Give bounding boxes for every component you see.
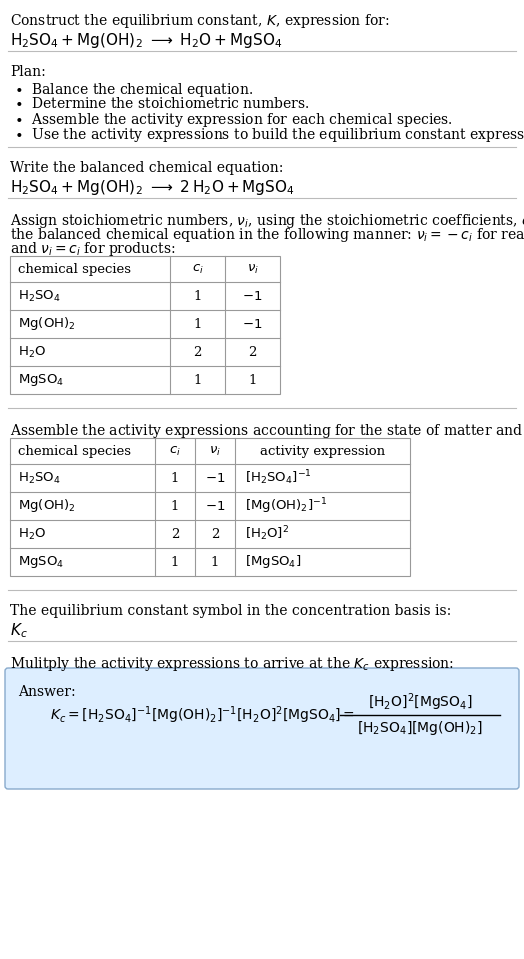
Text: $[\mathrm{MgSO_4}]$: $[\mathrm{MgSO_4}]$ (245, 553, 301, 571)
Text: 1: 1 (171, 555, 179, 569)
Text: $\mathrm{H_2SO_4}$: $\mathrm{H_2SO_4}$ (18, 471, 61, 485)
Text: $\bullet$  Determine the stoichiometric numbers.: $\bullet$ Determine the stoichiometric n… (14, 96, 310, 111)
Text: $\bullet$  Assemble the activity expression for each chemical species.: $\bullet$ Assemble the activity expressi… (14, 111, 453, 129)
Text: $\mathrm{H_2SO_4 + Mg(OH)_2\ \longrightarrow\ 2\,H_2O + MgSO_4}$: $\mathrm{H_2SO_4 + Mg(OH)_2\ \longrighta… (10, 178, 294, 197)
Text: $[\mathrm{H_2SO_4}][\mathrm{Mg(OH)_2}]$: $[\mathrm{H_2SO_4}][\mathrm{Mg(OH)_2}]$ (357, 719, 483, 737)
Text: 2: 2 (211, 527, 219, 541)
Text: $\mathrm{H_2O}$: $\mathrm{H_2O}$ (18, 344, 46, 360)
Bar (10, 438, 410, 576)
Text: activity expression: activity expression (260, 445, 385, 457)
Text: $-1$: $-1$ (205, 472, 225, 484)
Text: 2: 2 (248, 345, 257, 359)
Text: Write the balanced chemical equation:: Write the balanced chemical equation: (10, 161, 283, 175)
Text: $-1$: $-1$ (205, 500, 225, 512)
Text: $\mathrm{MgSO_4}$: $\mathrm{MgSO_4}$ (18, 372, 64, 388)
Bar (10, 256, 280, 394)
Text: $K_c$: $K_c$ (10, 621, 28, 640)
Text: $c_i$: $c_i$ (192, 263, 203, 275)
Text: chemical species: chemical species (18, 263, 131, 275)
Text: 1: 1 (171, 472, 179, 484)
Text: 1: 1 (193, 290, 202, 302)
Text: $\mathrm{H_2O}$: $\mathrm{H_2O}$ (18, 526, 46, 542)
Text: The equilibrium constant symbol in the concentration basis is:: The equilibrium constant symbol in the c… (10, 604, 451, 618)
Text: $\nu_i$: $\nu_i$ (209, 444, 221, 457)
Text: $\mathrm{H_2SO_4}$: $\mathrm{H_2SO_4}$ (18, 289, 61, 304)
Text: 1: 1 (211, 555, 219, 569)
Text: 2: 2 (171, 527, 179, 541)
Text: $K_c = [\mathrm{H_2SO_4}]^{-1}[\mathrm{Mg(OH)_2}]^{-1}[\mathrm{H_2O}]^{2}[\mathr: $K_c = [\mathrm{H_2SO_4}]^{-1}[\mathrm{M… (50, 704, 355, 726)
Text: $[\mathrm{H_2SO_4}]^{-1}$: $[\mathrm{H_2SO_4}]^{-1}$ (245, 469, 312, 487)
Text: $\mathrm{MgSO_4}$: $\mathrm{MgSO_4}$ (18, 554, 64, 570)
Text: 1: 1 (248, 373, 257, 386)
Text: $\bullet$  Balance the chemical equation.: $\bullet$ Balance the chemical equation. (14, 81, 253, 99)
Text: 1: 1 (193, 373, 202, 386)
Text: Assemble the activity expressions accounting for the state of matter and $\nu_i$: Assemble the activity expressions accoun… (10, 422, 524, 440)
Text: $-1$: $-1$ (242, 317, 263, 331)
Text: 1: 1 (171, 500, 179, 512)
Text: Mulitply the activity expressions to arrive at the $K_c$ expression:: Mulitply the activity expressions to arr… (10, 655, 454, 673)
Text: $\mathrm{Mg(OH)_2}$: $\mathrm{Mg(OH)_2}$ (18, 316, 75, 333)
Text: and $\nu_i = c_i$ for products:: and $\nu_i = c_i$ for products: (10, 240, 176, 258)
Text: Answer:: Answer: (18, 685, 75, 699)
Text: Plan:: Plan: (10, 65, 46, 79)
Text: $\nu_i$: $\nu_i$ (246, 263, 258, 275)
Text: the balanced chemical equation in the following manner: $\nu_i = -c_i$ for react: the balanced chemical equation in the fo… (10, 226, 524, 244)
Text: chemical species: chemical species (18, 445, 131, 457)
Text: Construct the equilibrium constant, $K$, expression for:: Construct the equilibrium constant, $K$,… (10, 12, 390, 30)
Text: $-1$: $-1$ (242, 290, 263, 302)
Text: 1: 1 (193, 317, 202, 331)
Text: Assign stoichiometric numbers, $\nu_i$, using the stoichiometric coefficients, $: Assign stoichiometric numbers, $\nu_i$, … (10, 212, 524, 230)
Text: $[\mathrm{Mg(OH)_2}]^{-1}$: $[\mathrm{Mg(OH)_2}]^{-1}$ (245, 496, 327, 516)
Text: $c_i$: $c_i$ (169, 444, 181, 457)
Text: $[\mathrm{H_2O}]^{2}$: $[\mathrm{H_2O}]^{2}$ (245, 525, 289, 544)
Text: $[\mathrm{H_2O}]^{2}[\mathrm{MgSO_4}]$: $[\mathrm{H_2O}]^{2}[\mathrm{MgSO_4}]$ (368, 691, 472, 713)
Text: $\mathrm{Mg(OH)_2}$: $\mathrm{Mg(OH)_2}$ (18, 498, 75, 514)
FancyBboxPatch shape (5, 668, 519, 789)
Text: $\mathrm{H_2SO_4 + Mg(OH)_2\ \longrightarrow\ H_2O + MgSO_4}$: $\mathrm{H_2SO_4 + Mg(OH)_2\ \longrighta… (10, 31, 282, 50)
Text: 2: 2 (193, 345, 202, 359)
Text: $\bullet$  Use the activity expressions to build the equilibrium constant expres: $\bullet$ Use the activity expressions t… (14, 126, 524, 144)
